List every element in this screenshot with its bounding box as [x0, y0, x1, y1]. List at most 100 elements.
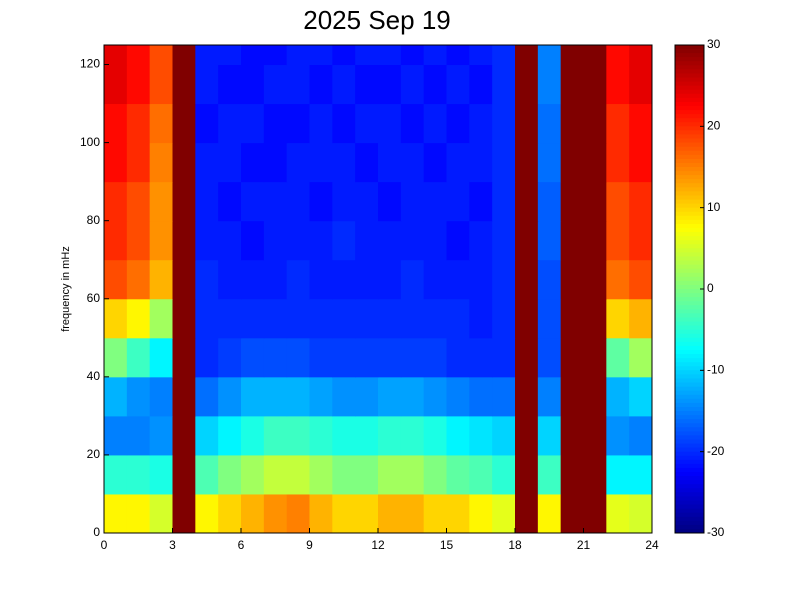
heatmap-cell [400, 337, 425, 378]
heatmap-cell [263, 454, 288, 495]
heatmap-cell [378, 142, 402, 183]
heatmap-cell [560, 493, 584, 534]
heatmap-cell [286, 493, 310, 534]
colorbar-swatch [675, 203, 704, 209]
heatmap-cell [378, 298, 402, 339]
heatmap-cell [446, 259, 470, 300]
heatmap-cell [515, 415, 539, 456]
colorbar-tick-label: 0 [707, 281, 714, 295]
colorbar-tick-label: -20 [707, 444, 725, 458]
colorbar-swatch [675, 146, 704, 152]
heatmap-cell [149, 376, 173, 417]
heatmap-cell [583, 259, 607, 300]
heatmap-cell [286, 415, 310, 456]
heatmap-cell [126, 259, 151, 300]
heatmap-cell [400, 103, 425, 144]
heatmap-cell [218, 376, 242, 417]
heatmap-cell [537, 142, 562, 183]
heatmap-cell [515, 259, 539, 300]
heatmap-cell [332, 376, 356, 417]
heatmap-cell [492, 337, 516, 378]
colorbar-swatch [675, 508, 704, 514]
colorbar-tick-label: 30 [707, 37, 721, 51]
y-axis-label: frequency in mHz [60, 246, 72, 332]
heatmap-cell [263, 298, 288, 339]
colorbar-swatch [675, 280, 704, 286]
heatmap-cell [126, 220, 151, 261]
colorbar-swatch [675, 118, 704, 123]
colorbar-swatch [675, 386, 704, 392]
heatmap-cell [606, 103, 630, 144]
heatmap-cell [286, 298, 310, 339]
colorbar-tick-label: 20 [707, 119, 721, 133]
heatmap-cell [218, 259, 242, 300]
heatmap-cell [469, 376, 493, 417]
heatmap-cell [104, 142, 128, 183]
colorbar-swatch [675, 516, 704, 522]
heatmap-cell [195, 454, 219, 495]
heatmap-cell [629, 493, 653, 534]
heatmap-cell [560, 103, 584, 144]
heatmap-cell [355, 181, 379, 222]
heatmap-cell [423, 337, 447, 378]
heatmap-cell [126, 376, 151, 417]
y-tick-label: 40 [87, 369, 101, 383]
heatmap-cell [195, 337, 219, 378]
colorbar-swatch [675, 374, 704, 379]
heatmap-cell [218, 142, 242, 183]
heatmap-cell [172, 181, 196, 222]
colorbar-swatch [675, 268, 704, 274]
heatmap-cell [378, 493, 402, 534]
heatmap-cell [629, 337, 653, 378]
heatmap-cell [332, 142, 356, 183]
heatmap-cell [492, 181, 516, 222]
heatmap-cell [309, 493, 333, 534]
heatmap-cell [606, 337, 630, 378]
heatmap-cell [492, 454, 516, 495]
heatmap-cell [423, 493, 447, 534]
heatmap-cell [218, 64, 242, 105]
heatmap-cell [332, 45, 356, 66]
heatmap-cell [583, 45, 607, 66]
heatmap-cell [263, 45, 288, 66]
heatmap-cell [126, 415, 151, 456]
colorbar-swatch [675, 175, 704, 180]
heatmap-cell [149, 220, 173, 261]
heatmap-cell [492, 103, 516, 144]
colorbar-swatch [675, 162, 704, 168]
heatmap-cell [423, 103, 447, 144]
colorbar-swatch [675, 130, 704, 135]
heatmap-cell [560, 376, 584, 417]
heatmap-cell [629, 454, 653, 495]
heatmap-cell [286, 454, 310, 495]
heatmap-cell [172, 259, 196, 300]
heatmap-cell [286, 64, 310, 105]
heatmap-cell [537, 259, 562, 300]
heatmap-cell [378, 259, 402, 300]
heatmap-cell [149, 454, 173, 495]
heatmap-cell [400, 493, 425, 534]
heatmap-cell [629, 220, 653, 261]
heatmap-cell [149, 259, 173, 300]
heatmap [104, 45, 653, 534]
heatmap-cell [126, 298, 151, 339]
heatmap-cell [332, 103, 356, 144]
colorbar-swatch [675, 223, 704, 229]
heatmap-cell [446, 64, 470, 105]
heatmap-cell [355, 64, 379, 105]
colorbar-swatch [675, 317, 704, 323]
heatmap-cell [104, 45, 128, 66]
heatmap-cell [104, 376, 128, 417]
heatmap-cell [241, 45, 265, 66]
heatmap-cell [309, 181, 333, 222]
colorbar-swatch [675, 49, 704, 54]
heatmap-cell [560, 415, 584, 456]
heatmap-cell [286, 45, 310, 66]
heatmap-cell [423, 220, 447, 261]
colorbar-swatch [675, 504, 704, 510]
heatmap-cell [104, 454, 128, 495]
heatmap-cell [515, 220, 539, 261]
heatmap-cell [126, 64, 151, 105]
heatmap-cell [195, 181, 219, 222]
heatmap-cell [423, 298, 447, 339]
